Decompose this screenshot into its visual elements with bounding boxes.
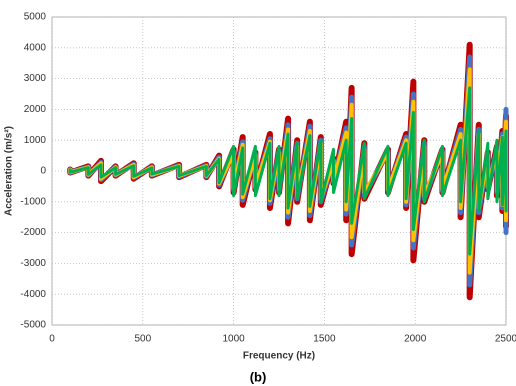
x-tick-label: 0 <box>49 334 55 345</box>
x-axis-label: Frequency (Hz) <box>243 351 315 362</box>
x-tick-label: 500 <box>134 334 151 345</box>
y-tick-label: 4000 <box>24 42 47 53</box>
x-tick-label: 2500 <box>495 334 516 345</box>
x-tick-label: 2000 <box>404 334 427 345</box>
y-tick-label: -1000 <box>20 196 46 207</box>
y-tick-label: 0 <box>40 166 46 177</box>
caption: (b) <box>250 369 267 384</box>
y-tick-label: -2000 <box>20 227 46 238</box>
y-tick-label: 2000 <box>24 104 47 115</box>
y-tick-label: 1000 <box>24 135 47 146</box>
x-tick-label: 1000 <box>222 334 245 345</box>
series-line <box>68 86 508 256</box>
y-tick-label: -5000 <box>20 320 46 331</box>
y-axis-label: Acceleration (m/s²) <box>4 126 15 216</box>
y-tick-label: 5000 <box>24 12 47 23</box>
y-tick-label: 3000 <box>24 73 47 84</box>
y-tick-label: -4000 <box>20 289 46 300</box>
x-tick-label: 1500 <box>313 334 336 345</box>
y-tick-label: -3000 <box>20 258 46 269</box>
